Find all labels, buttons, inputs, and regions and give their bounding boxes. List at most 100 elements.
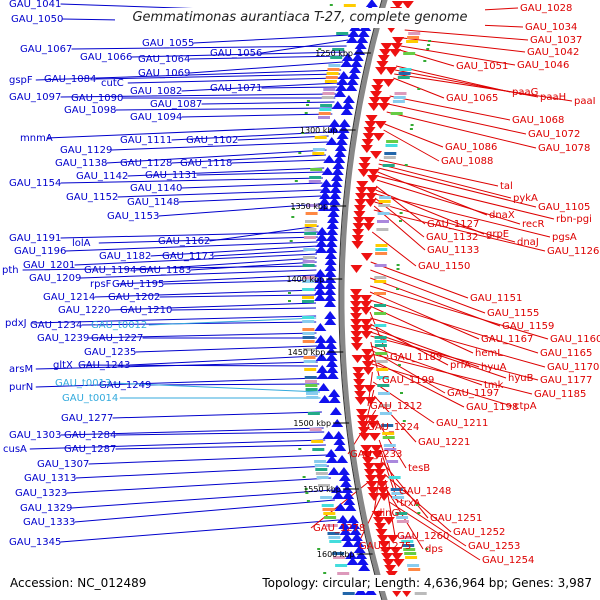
forward-gene-label[interactable]: GAU_1182 [99, 251, 151, 262]
reverse-gene-label[interactable]: hyuA [481, 362, 507, 373]
forward-gene-label[interactable]: GAU_1131 [145, 170, 197, 181]
forward-gene-label[interactable]: lolA [72, 238, 91, 249]
reverse-gene-label[interactable]: paaG [512, 87, 538, 98]
forward-gene-label[interactable]: GAU_1194 [84, 265, 136, 276]
reverse-gene-label[interactable]: GAU_1133 [427, 245, 479, 256]
reverse-gene-label[interactable]: GAU_1248 [399, 486, 451, 497]
forward-gene-label[interactable]: GAU_1329 [20, 503, 72, 514]
forward-gene-label[interactable]: GAU_1162 [158, 236, 210, 247]
forward-gene-label[interactable]: GAU_1220 [58, 305, 110, 316]
reverse-gene-label[interactable]: trxA [400, 498, 421, 509]
reverse-gene-label[interactable]: GAU_1155 [487, 308, 539, 319]
forward-gene-label[interactable]: GAU_1102 [186, 135, 238, 146]
forward-gene-label[interactable]: GAU_1249 [99, 380, 151, 391]
reverse-gene-label[interactable]: tesB [408, 463, 430, 474]
forward-gene-label[interactable]: GAU_1071 [210, 83, 262, 94]
reverse-gene-label[interactable]: GAU_1042 [527, 47, 579, 58]
forward-gene-label[interactable]: arsM [9, 364, 33, 375]
reverse-gene-label[interactable]: GAU_1051 [456, 61, 508, 72]
reverse-gene-label[interactable]: GAU_1046 [517, 60, 569, 71]
forward-gene-label[interactable]: GAU_1082 [130, 86, 182, 97]
reverse-gene-label[interactable]: GAU_1132 [426, 232, 478, 243]
forward-gene-label[interactable]: rpsF [90, 279, 112, 290]
reverse-gene-label[interactable]: pykA [513, 193, 538, 204]
reverse-gene-label[interactable]: GAU_1159 [502, 321, 554, 332]
reverse-gene-label[interactable]: GAU_1177 [540, 375, 592, 386]
forward-gene-label[interactable]: GAU_1056 [210, 48, 262, 59]
reverse-gene-label[interactable]: GAU_1212 [370, 401, 422, 412]
forward-gene-label[interactable]: GAU_1118 [180, 158, 232, 169]
reverse-gene-label[interactable]: hemL [475, 348, 503, 359]
forward-gene-label[interactable]: GAU_1333 [23, 517, 75, 528]
forward-gene-label[interactable]: cusA [3, 444, 27, 455]
forward-gene-label[interactable]: GAU_1196 [14, 246, 66, 257]
forward-gene-label[interactable]: GAU_1140 [130, 183, 182, 194]
forward-gene-label[interactable]: GAU_1210 [120, 305, 172, 316]
reverse-gene-label[interactable]: hyuB [508, 373, 534, 384]
reverse-gene-label[interactable]: dnaX [489, 210, 515, 221]
reverse-gene-label[interactable]: GAU_1198 [466, 402, 518, 413]
forward-gene-label[interactable]: GAU_1209 [29, 273, 81, 284]
reverse-gene-label[interactable]: GAU_1275 [359, 541, 411, 552]
forward-gene-label[interactable]: GAU_1243 [78, 360, 130, 371]
reverse-gene-label[interactable]: GAU_1199 [382, 375, 434, 386]
reverse-gene-label[interactable]: GAU_1167 [481, 334, 533, 345]
forward-gene-label[interactable]: GAU_1128 [120, 158, 172, 169]
reverse-gene-label[interactable]: GAU_1088 [441, 156, 493, 167]
forward-gene-label[interactable]: GAU_1307 [37, 459, 89, 470]
forward-gene-label[interactable]: GAU_1055 [142, 38, 194, 49]
forward-gene-label[interactable]: cutC [101, 78, 124, 89]
forward-gene-label[interactable]: GAU_1066 [80, 52, 132, 63]
forward-gene-label[interactable]: GAU_1284 [64, 430, 116, 441]
forward-gene-label[interactable]: GAU_1148 [127, 197, 179, 208]
forward-gene-label[interactable]: GAU_1277 [61, 413, 113, 424]
forward-gene-label[interactable]: GAU_1067 [20, 44, 72, 55]
forward-gene-label[interactable]: GAU_1084 [44, 74, 96, 85]
forward-gene-label[interactable]: GAU_1239 [37, 333, 89, 344]
reverse-gene-label[interactable]: tmk [484, 380, 504, 391]
reverse-gene-label[interactable]: recR [522, 219, 545, 230]
reverse-gene-label[interactable]: GAU_1037 [530, 35, 582, 46]
forward-gene-label[interactable]: pth [2, 265, 19, 276]
reverse-gene-label[interactable]: GAU_1105 [538, 202, 590, 213]
reverse-gene-label[interactable]: dinG [376, 508, 399, 519]
forward-gene-label[interactable]: GAU_1227 [91, 333, 143, 344]
forward-gene-label[interactable]: GAU_1090 [71, 93, 123, 104]
reverse-gene-label[interactable]: rbn-pgi [556, 214, 592, 225]
forward-gene-label[interactable]: gspF [9, 75, 33, 86]
forward-gene-label[interactable]: GAU_1183 [139, 265, 191, 276]
reverse-gene-label[interactable]: GAU_1253 [468, 541, 520, 552]
forward-gene-label[interactable]: GAU_1087 [150, 99, 202, 110]
reverse-gene-label[interactable]: prfA [450, 360, 471, 371]
forward-gene-label[interactable]: GAU_t0013 [55, 378, 111, 389]
reverse-gene-label[interactable]: GAU_1160 [550, 334, 600, 345]
forward-gene-label[interactable]: purN [9, 382, 33, 393]
reverse-gene-label[interactable]: pgsA [552, 232, 577, 243]
forward-gene-label[interactable]: GAU_1050 [11, 14, 63, 25]
forward-gene-label[interactable]: GAU_1129 [60, 145, 112, 156]
forward-gene-label[interactable]: GAU_1111 [120, 135, 172, 146]
forward-gene-label[interactable]: GAU_1152 [66, 192, 118, 203]
forward-gene-label[interactable]: GAU_1153 [107, 211, 159, 222]
reverse-gene-label[interactable]: GAU_1254 [482, 555, 534, 566]
reverse-gene-label[interactable]: GAU_1211 [436, 418, 488, 429]
forward-gene-label[interactable]: GAU_1195 [112, 279, 164, 290]
forward-gene-label[interactable]: GAU_t0012 [91, 320, 147, 331]
reverse-gene-label[interactable]: GAU_1170 [547, 362, 599, 373]
forward-gene-label[interactable]: GAU_1069 [138, 68, 190, 79]
reverse-gene-label[interactable]: dps [425, 544, 443, 555]
reverse-gene-label[interactable]: GAU_1224 [367, 422, 419, 433]
forward-gene-label[interactable]: GAU_1041 [9, 0, 61, 10]
reverse-gene-label[interactable]: GAU_1034 [525, 22, 577, 33]
forward-gene-label[interactable]: GAU_1064 [138, 54, 190, 65]
reverse-gene-label[interactable]: GAU_1197 [447, 388, 499, 399]
reverse-gene-label[interactable]: GAU_1221 [418, 437, 470, 448]
forward-gene-label[interactable]: GAU_1214 [43, 292, 95, 303]
reverse-gene-label[interactable]: GAU_1127 [427, 219, 479, 230]
forward-gene-label[interactable]: GAU_1094 [130, 112, 182, 123]
reverse-gene-label[interactable]: GAU_1233 [350, 449, 402, 460]
forward-gene-label[interactable]: GAU_1201 [23, 260, 75, 271]
reverse-gene-label[interactable]: GAU_1150 [418, 261, 470, 272]
reverse-gene-label[interactable]: dnaJ [517, 237, 539, 248]
forward-gene-label[interactable]: GAU_1173 [162, 251, 214, 262]
